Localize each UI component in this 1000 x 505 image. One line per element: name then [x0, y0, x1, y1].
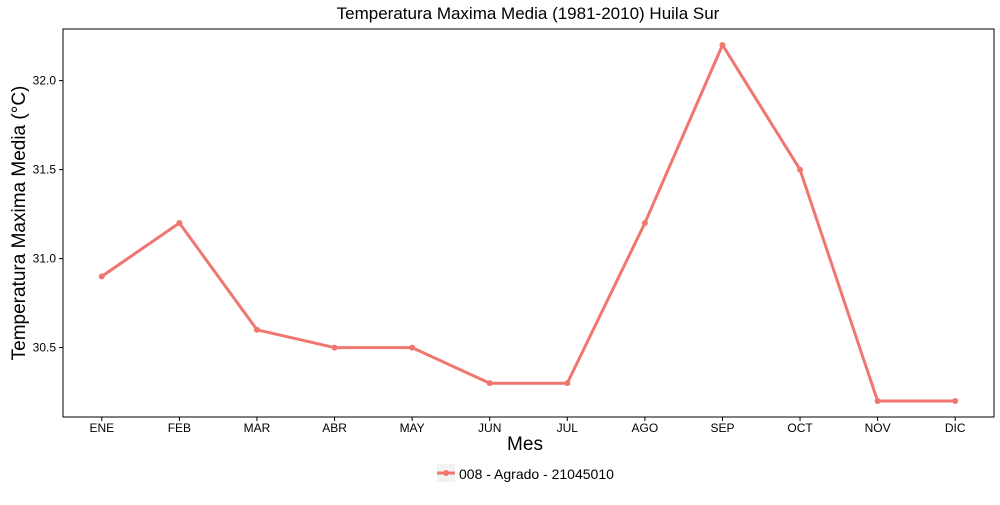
legend-label: 008 - Agrado - 21045010	[459, 466, 614, 482]
data-point	[176, 220, 183, 226]
x-tick-label: DIC	[945, 421, 966, 435]
series-group	[98, 42, 959, 404]
x-tick-label: ENE	[89, 421, 114, 435]
series-line	[100, 43, 957, 403]
x-tick-label: ABR	[322, 421, 347, 435]
y-tick-label: 31.5	[33, 163, 57, 177]
data-point	[952, 397, 959, 404]
x-axis: ENE FEB MAR ABR MAY JUN JUL AGO SEP OCT NOV DIC	[89, 417, 966, 435]
y-tick-label: 31.0	[33, 252, 57, 266]
y-axis-label: Temperatura Maxima Media (°C)	[9, 86, 30, 361]
y-tick-label: 30.5	[33, 341, 57, 355]
y-tick-label: 32.0	[33, 74, 57, 88]
x-tick-label: MAR	[244, 421, 271, 435]
x-tick-label: SEP	[710, 421, 734, 435]
data-point	[564, 380, 571, 387]
data-point	[797, 166, 804, 173]
x-tick-label: NOV	[865, 421, 891, 435]
plot-frame	[62, 28, 995, 418]
x-axis-label: Mes	[507, 434, 543, 455]
x-tick-label: FEB	[168, 421, 191, 435]
x-tick-label: JUN	[478, 421, 501, 435]
data-point	[486, 380, 493, 387]
legend-key-marker	[443, 470, 449, 476]
chart-title: Temperatura Maxima Media (1981-2010) Hui…	[337, 4, 720, 23]
x-tick-label: OCT	[787, 421, 813, 435]
x-tick-label: MAY	[400, 421, 425, 435]
legend: 008 - Agrado - 21045010	[437, 464, 614, 482]
data-point	[253, 326, 260, 333]
data-point	[98, 273, 105, 280]
data-point	[874, 397, 881, 404]
data-point	[641, 220, 648, 226]
y-axis: 30.5 31.0 31.5 32.0	[33, 74, 63, 355]
x-tick-label: JUL	[557, 421, 579, 435]
data-point	[409, 344, 416, 351]
data-point	[331, 344, 338, 351]
x-tick-label: AGO	[632, 421, 659, 435]
data-point	[719, 42, 726, 49]
